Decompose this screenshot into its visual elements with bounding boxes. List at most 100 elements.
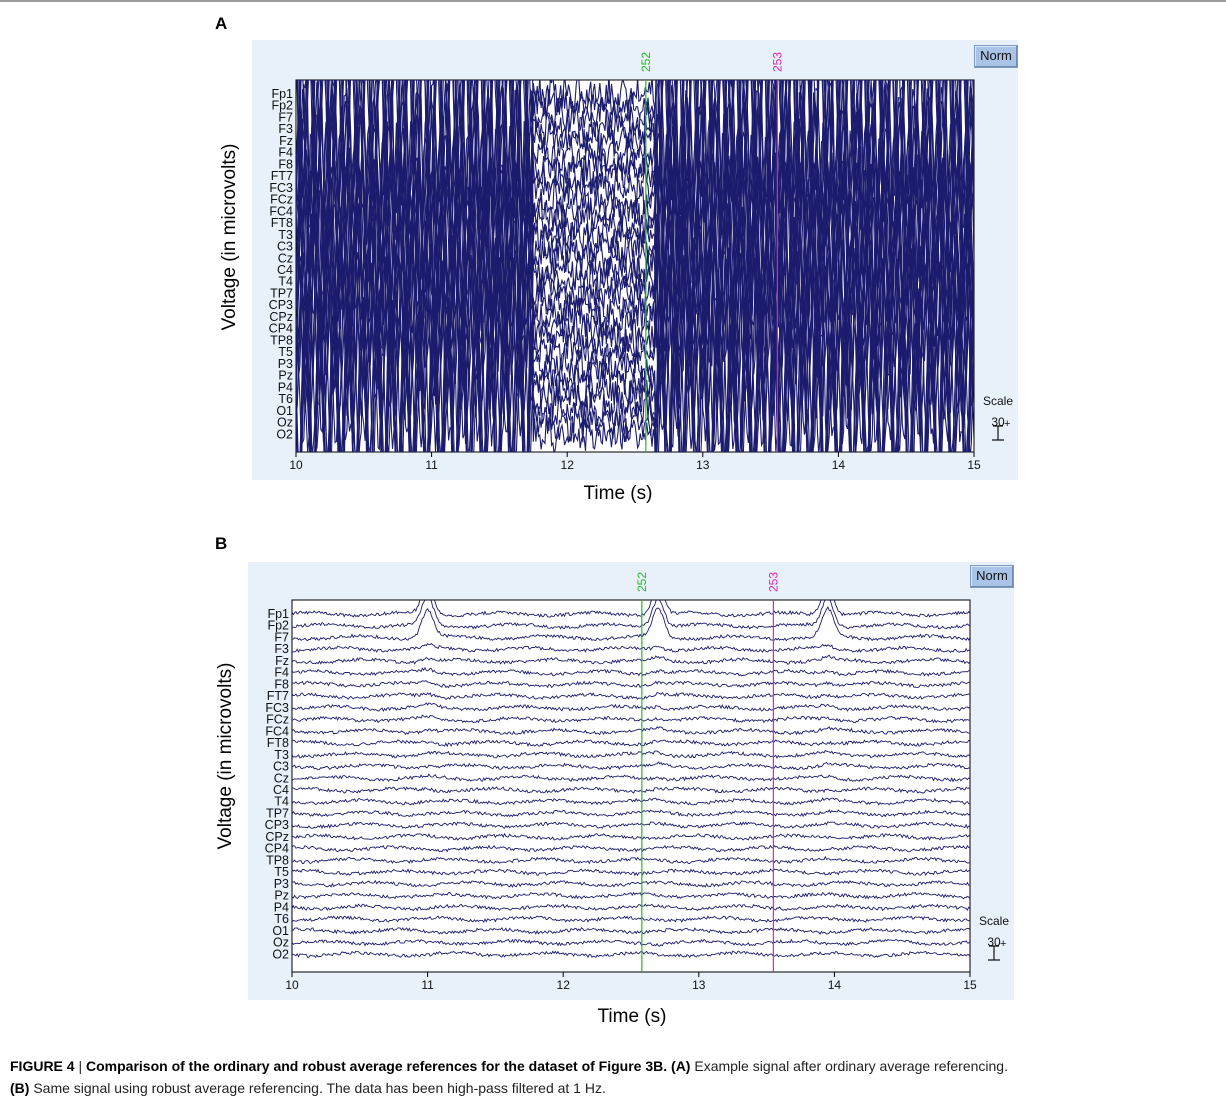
channel-label: FT8 (271, 216, 293, 230)
channel-label: Pz (274, 889, 289, 903)
trace-fp1 (292, 600, 970, 618)
caption-a-tag: (A) (671, 1058, 691, 1074)
panel-label-a: A (215, 14, 228, 33)
x-tick-label: 15 (963, 978, 977, 992)
figure-caption: FIGURE 4 | Comparison of the ordinary an… (10, 1055, 1216, 1099)
channel-label: T4 (274, 795, 289, 809)
channel-label: FCz (266, 713, 289, 727)
trace-ft8 (292, 739, 970, 748)
scale-label-b: Scale (978, 914, 1010, 928)
channel-label: Fp1 (267, 607, 289, 621)
channel-label: CPz (269, 310, 293, 324)
trace-t5 (292, 868, 970, 877)
channel-label: F7 (278, 110, 293, 124)
channel-label: F4 (278, 146, 293, 160)
x-tick-label: 14 (828, 978, 842, 992)
top-rule (0, 0, 1226, 2)
channel-label: T4 (278, 275, 293, 289)
x-tick-label: 13 (696, 458, 710, 472)
trace-f8 (292, 680, 970, 689)
channel-label: F8 (278, 157, 293, 171)
channel-label: FCz (270, 193, 293, 207)
channel-label: O2 (272, 947, 289, 961)
trace-fc4 (292, 726, 970, 736)
channel-label: P4 (278, 380, 293, 394)
trace-t6 (292, 915, 970, 923)
x-tick-label: 11 (421, 978, 434, 992)
channel-label: P4 (274, 900, 289, 914)
trace-fp2 (292, 600, 970, 630)
channel-label: Cz (278, 251, 293, 265)
scale-bar-icon (988, 945, 1000, 961)
caption-separator: | (74, 1058, 86, 1074)
channel-label: C3 (277, 240, 293, 254)
trace-o2 (301, 331, 974, 452)
eeg-plot-b: Fp1Fp2F7F3FzF4F8FT7FC3FCzFC4FT8T3C3CzC4T… (265, 572, 1007, 992)
x-tick-label: 11 (425, 458, 438, 472)
x-axis-label-b: Time (s) (597, 1006, 667, 1027)
channel-label: C4 (277, 263, 293, 277)
channel-label: T6 (278, 392, 293, 406)
x-tick-label: 15 (967, 458, 981, 472)
trace-fcz (292, 714, 970, 724)
trace-f7 (292, 605, 970, 642)
x-tick-label: 12 (561, 458, 575, 472)
event-label-252: 252 (639, 52, 653, 72)
trace-fz (296, 80, 974, 245)
channel-label: TP7 (270, 286, 293, 300)
channel-label: Fz (275, 654, 289, 668)
channel-label: CP4 (269, 322, 293, 336)
channel-label: Fp1 (271, 87, 293, 101)
event-label-252: 252 (635, 572, 649, 592)
eeg-traces (292, 600, 970, 959)
channel-label: Oz (277, 416, 293, 430)
x-tick-label: 13 (692, 978, 706, 992)
x-axis-label-a: Time (s) (583, 483, 653, 504)
trace-o2 (292, 950, 970, 959)
channel-label: T3 (274, 748, 289, 762)
caption-a-text: Example signal after ordinary average re… (690, 1058, 1008, 1074)
channel-label: FT8 (267, 736, 289, 750)
caption-title: Comparison of the ordinary and robust av… (86, 1058, 668, 1074)
channel-label: P3 (274, 877, 289, 891)
trace-p4 (292, 903, 970, 912)
channel-label: Fp2 (267, 619, 289, 633)
channel-label: FC4 (265, 724, 289, 738)
channel-label: Fz (279, 134, 293, 148)
channel-label: O1 (276, 404, 293, 418)
trace-pz (292, 891, 970, 900)
channel-label: FC3 (269, 181, 293, 195)
channel-label: FC3 (265, 701, 289, 715)
trace-p4 (296, 282, 974, 452)
channel-label: F4 (274, 666, 289, 680)
trace-cz (292, 773, 970, 783)
trace-t3 (292, 749, 970, 759)
event-label-253: 253 (770, 52, 784, 72)
channel-label: FT7 (271, 169, 293, 183)
trace-cpz (292, 832, 970, 841)
event-label-253: 253 (766, 572, 780, 592)
channel-label: FC4 (269, 204, 293, 218)
channel-label: C3 (273, 760, 289, 774)
channel-label: CP4 (265, 842, 289, 856)
channel-label: F8 (274, 677, 289, 691)
eeg-traces (296, 80, 974, 452)
channel-label: F3 (278, 122, 293, 136)
norm-button-b[interactable]: Norm (970, 565, 1014, 588)
trace-fz (292, 654, 970, 665)
trace-fp2 (298, 80, 974, 211)
scale-plus-icon: + (1004, 418, 1010, 430)
channel-label: F3 (274, 642, 289, 656)
trace-f4 (292, 666, 970, 677)
channel-label: O1 (272, 924, 289, 938)
channel-label: T5 (274, 865, 289, 879)
panel-label-b: B (215, 534, 228, 553)
channel-label: C4 (273, 783, 289, 797)
trace-cp3 (292, 821, 970, 830)
channel-label: TP8 (266, 853, 289, 867)
channel-label: FT7 (267, 689, 289, 703)
trace-tp8 (292, 855, 970, 865)
channel-label: CPz (265, 830, 289, 844)
channel-label: Fp2 (271, 99, 293, 113)
norm-button-a[interactable]: Norm (974, 45, 1018, 68)
